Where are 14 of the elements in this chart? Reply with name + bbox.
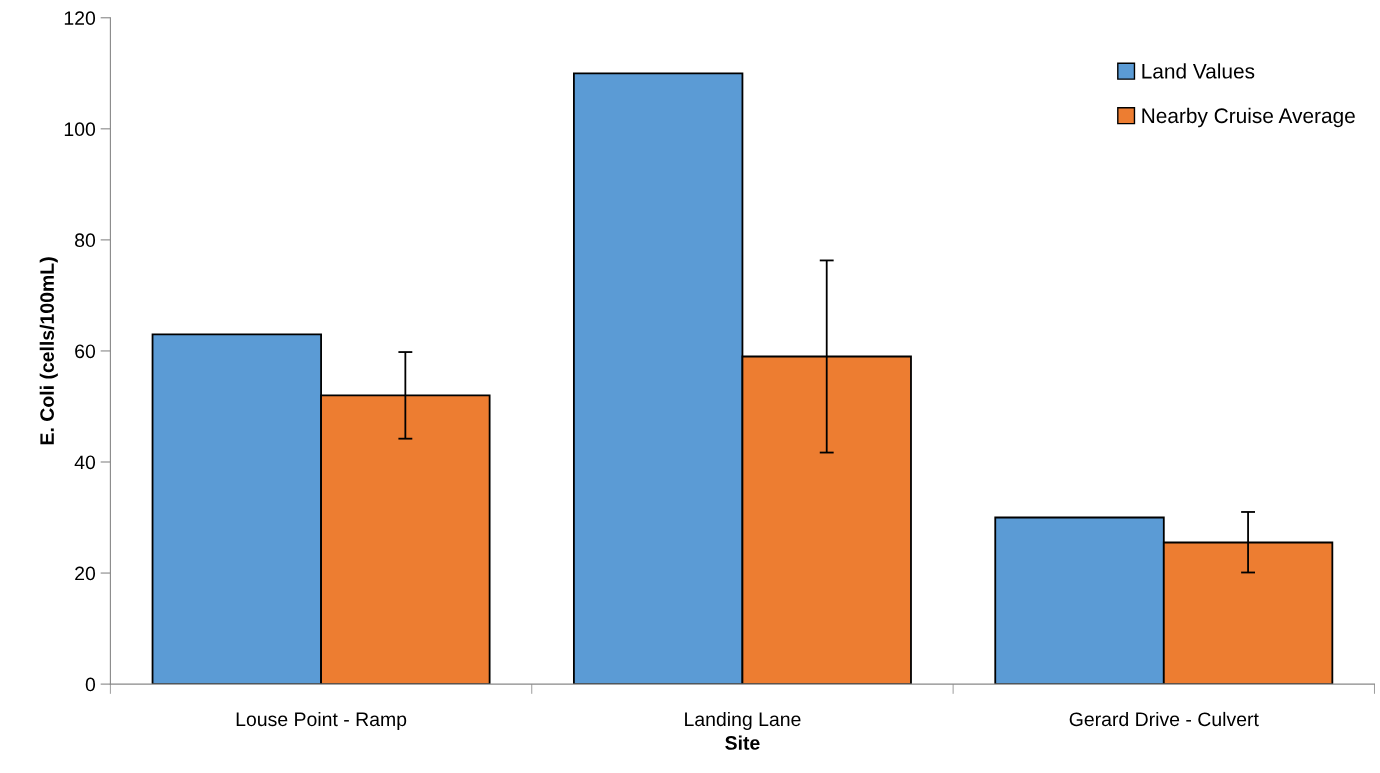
legend-label: Nearby Cruise Average [1142, 107, 1355, 128]
x-axis-title: Site [725, 735, 760, 750]
legend-label: Land Values [1142, 63, 1255, 79]
y-tick-label: 80 [75, 233, 96, 248]
y-tick-label: 0 [85, 677, 96, 692]
y-tick-label: 60 [75, 344, 96, 359]
y-axis-title: E. Coli (cells/100mL) [39, 257, 58, 445]
x-tick-label: Landing Lane [685, 711, 801, 731]
x-tick-label: Gerard Drive - Culvert [1069, 711, 1259, 727]
y-tick-label: 20 [75, 566, 96, 581]
y-tick-label: 40 [74, 455, 96, 470]
y-tick-label: 100 [64, 122, 96, 137]
y-tick-label: 120 [64, 11, 96, 26]
x-tick-label: Louse Point - Ramp [236, 711, 407, 731]
